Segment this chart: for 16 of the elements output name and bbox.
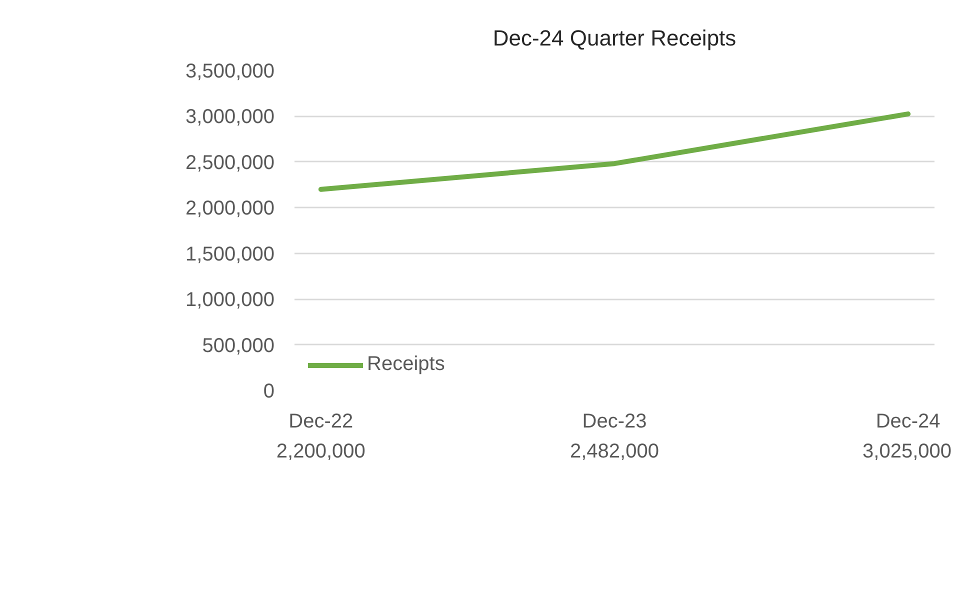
- y-tick-label: 3,000,000: [186, 106, 275, 128]
- y-tick-label: 2,500,000: [186, 152, 275, 174]
- x-tick-label: Dec-23: [582, 410, 647, 432]
- y-tick-label: 1,500,000: [186, 243, 275, 266]
- text: 2,482,000: [570, 440, 659, 462]
- text: 3,025,000: [862, 440, 952, 462]
- y-tick-label: 0: [263, 380, 274, 402]
- y-tick-label: 3,500,000: [186, 60, 275, 82]
- x-tick-label: Dec-22: [288, 410, 354, 432]
- chart-title: Dec-24 Quarter Receipts: [492, 26, 736, 50]
- y-tick-label: 1,000,000: [186, 289, 275, 312]
- legend-label: Receipts: [367, 353, 445, 376]
- text: 2,200,000: [276, 440, 366, 462]
- y-tick-label: 2,000,000: [186, 198, 275, 220]
- x-tick-label: Dec-24: [876, 410, 940, 432]
- y-tick-label: 500,000: [202, 334, 274, 357]
